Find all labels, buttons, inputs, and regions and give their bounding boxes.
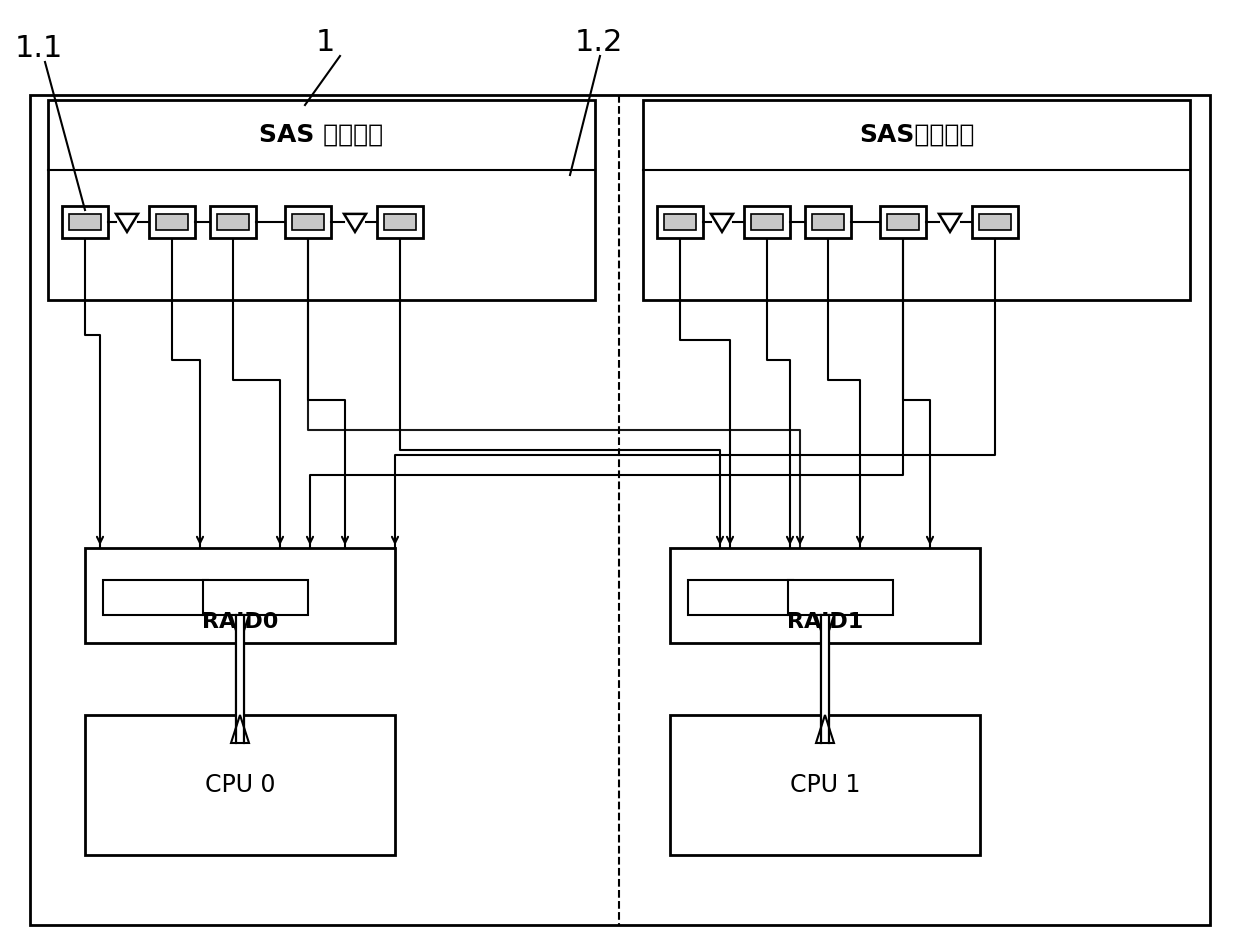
Bar [821,615,830,743]
Polygon shape [816,615,835,743]
Polygon shape [711,214,733,231]
Text: CPU 0: CPU 0 [205,773,275,797]
Bar [48,100,595,300]
Bar [384,214,415,231]
Bar [980,214,1011,231]
Bar [687,580,792,614]
Bar [812,214,843,231]
Bar [62,206,108,238]
Polygon shape [117,214,138,231]
Bar [217,214,249,231]
Bar [210,206,255,238]
Bar [156,214,187,231]
Bar [103,580,207,614]
Bar [751,214,782,231]
Polygon shape [816,615,835,743]
Bar [86,715,396,855]
Bar [202,580,308,614]
Text: 1.1: 1.1 [15,34,63,62]
Bar [285,206,331,238]
Bar [880,206,926,238]
Bar [665,214,696,231]
Bar [377,206,423,238]
Bar [888,214,919,231]
Bar [805,206,851,238]
Polygon shape [231,615,249,743]
Bar [744,206,790,238]
Bar [972,206,1018,238]
Polygon shape [939,214,961,231]
Text: RAID0: RAID0 [202,612,278,632]
Bar [644,100,1190,300]
Text: 1: 1 [315,27,335,56]
Bar [293,214,324,231]
Bar [670,715,980,855]
Text: SAS 磁盘阵列: SAS 磁盘阵列 [259,123,383,147]
Bar [69,214,100,231]
Text: SAS磁盘阵列: SAS磁盘阵列 [859,123,975,147]
Text: CPU 1: CPU 1 [790,773,861,797]
Bar [670,548,980,643]
Polygon shape [343,214,366,231]
Text: 1.2: 1.2 [575,27,624,56]
Bar [657,206,703,238]
Polygon shape [231,615,249,743]
Bar [787,580,893,614]
Bar [86,548,396,643]
Bar [236,615,244,743]
Text: RAID1: RAID1 [787,612,863,632]
Bar [149,206,195,238]
Bar [30,95,1210,925]
